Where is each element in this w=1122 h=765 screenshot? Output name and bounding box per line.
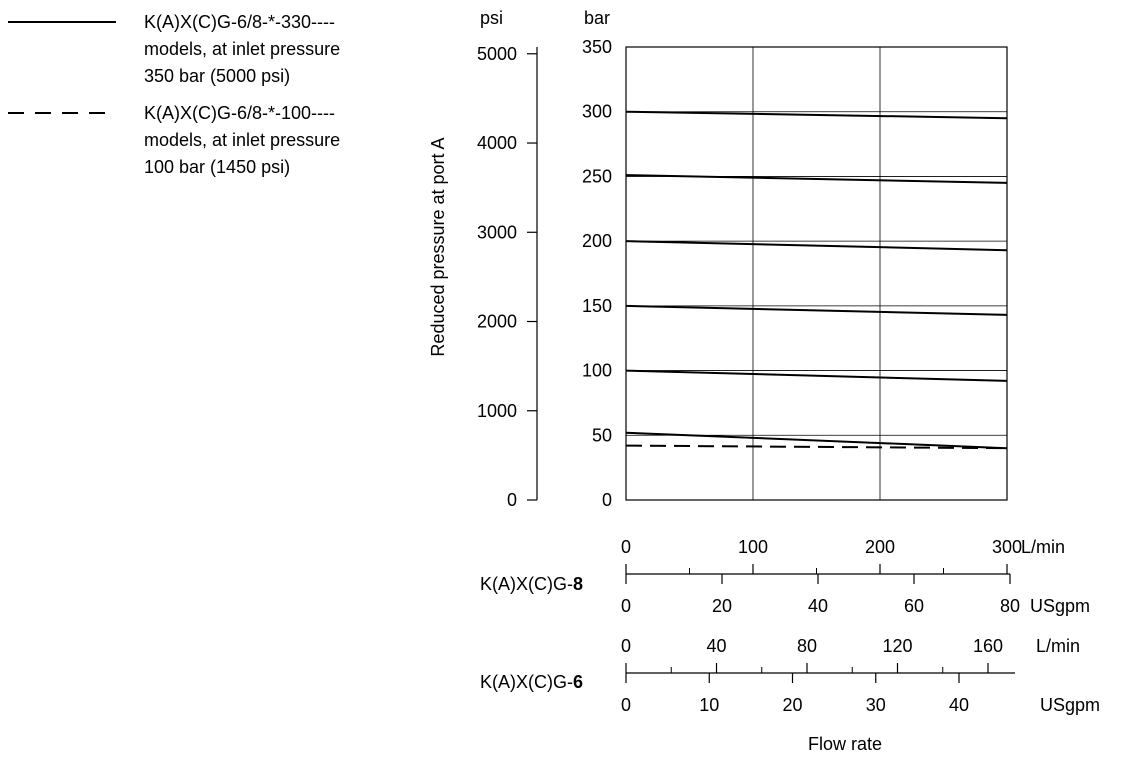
psi-tick-label: 5000 — [477, 44, 517, 64]
lpm-tick-label: 40 — [706, 636, 726, 656]
bar-tick-label: 150 — [582, 296, 612, 316]
series-solid-line — [625, 431, 1008, 450]
psi-axis-ticks: 0 1000 2000 3000 4000 5000 — [477, 44, 537, 510]
bar-tick-label: 100 — [582, 361, 612, 381]
lpm-tick-label: 160 — [973, 636, 1003, 656]
series-solid-line — [625, 110, 1008, 120]
y-axis-title: Reduced pressure at port A — [428, 137, 448, 356]
usgpm-tick-label: 60 — [904, 596, 924, 616]
legend-dashed-line-2: models, at inlet pressure — [144, 130, 340, 150]
horizontal-gridlines — [626, 111, 1007, 436]
lpm-unit-label: L/min — [1036, 636, 1080, 656]
usgpm-tick-label: 10 — [699, 695, 719, 715]
lpm-tick-label: 0 — [621, 636, 631, 656]
bar-axis-tick-labels: 0 50 100 150 200 250 300 350 — [582, 37, 612, 510]
bar-tick-label: 200 — [582, 231, 612, 251]
bar-tick-label: 250 — [582, 166, 612, 186]
lpm-tick-label: 300 — [992, 537, 1022, 557]
legend-solid-line-1: K(A)X(C)G-6/8-*-330---- — [144, 12, 335, 32]
usgpm-unit-label: USgpm — [1040, 695, 1100, 715]
legend-solid-line-2: models, at inlet pressure — [144, 39, 340, 59]
psi-tick-label: 2000 — [477, 312, 517, 332]
usgpm-tick-label: 20 — [712, 596, 732, 616]
flow-scale-model-label: K(A)X(C)G-6 — [480, 672, 583, 692]
series-dashed-line — [625, 444, 1008, 450]
series-solid-line — [625, 304, 1008, 316]
usgpm-tick-label: 20 — [782, 695, 802, 715]
usgpm-unit-label: USgpm — [1030, 596, 1090, 616]
legend-solid-line-3: 350 bar (5000 psi) — [144, 66, 290, 86]
lpm-tick-label: 100 — [738, 537, 768, 557]
psi-tick-label: 0 — [507, 490, 517, 510]
usgpm-tick-label: 40 — [949, 695, 969, 715]
series-solid-line — [625, 174, 1008, 184]
bar-tick-label: 0 — [602, 490, 612, 510]
lpm-tick-label: 80 — [797, 636, 817, 656]
legend-dashed-line-1: K(A)X(C)G-6/8-*-100---- — [144, 103, 335, 123]
vertical-gridlines — [752, 47, 881, 500]
usgpm-tick-label: 30 — [866, 695, 886, 715]
usgpm-tick-label: 0 — [621, 695, 631, 715]
legend: K(A)X(C)G-6/8-*-330---- models, at inlet… — [8, 12, 340, 177]
psi-tick-label: 1000 — [477, 401, 517, 421]
bar-tick-label: 50 — [592, 425, 612, 445]
series-solid-line — [625, 369, 1008, 382]
y-unit-psi: psi — [480, 8, 503, 28]
lpm-tick-label: 120 — [882, 636, 912, 656]
psi-tick-label: 4000 — [477, 133, 517, 153]
series-solid-line — [625, 240, 1008, 252]
series-layer — [625, 110, 1008, 450]
x-axis-title: Flow rate — [808, 734, 882, 754]
lpm-tick-label: 200 — [865, 537, 895, 557]
flow-scale-6: K(A)X(C)G-6 0 40 80 120 160 L/min 0 10 20 30 40 USgp… — [480, 636, 1100, 715]
usgpm-tick-label: 40 — [808, 596, 828, 616]
bar-tick-label: 300 — [582, 102, 612, 122]
usgpm-tick-label: 0 — [621, 596, 631, 616]
lpm-unit-label: L/min — [1021, 537, 1065, 557]
plot-frame — [625, 46, 1008, 501]
y-unit-bar: bar — [584, 8, 610, 28]
usgpm-tick-label: 80 — [1000, 596, 1020, 616]
psi-tick-label: 3000 — [477, 222, 517, 242]
legend-dashed-line-3: 100 bar (1450 psi) — [144, 157, 290, 177]
bar-tick-label: 350 — [582, 37, 612, 57]
lpm-tick-label: 0 — [621, 537, 631, 557]
flow-scale-model-label: K(A)X(C)G-8 — [480, 574, 583, 594]
